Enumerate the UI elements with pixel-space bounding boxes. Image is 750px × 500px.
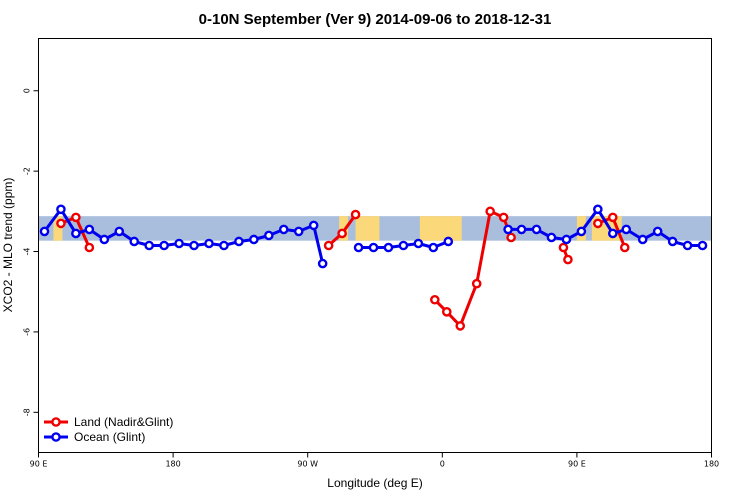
series-1-point-0-3 xyxy=(84,224,95,235)
series-0-point-2-5 xyxy=(498,212,509,223)
y-tick-label-3: -6 xyxy=(23,328,32,336)
series-1-point-2-13 xyxy=(697,240,708,251)
x-tick-label-4: 90 E xyxy=(568,460,586,469)
y-axis-label: XCO2 - MLO trend (ppm) xyxy=(1,178,15,313)
x-tick-label-3: 0 xyxy=(440,460,445,469)
series-1-point-0-15 xyxy=(264,230,274,241)
series-1-point-1-3 xyxy=(398,240,409,251)
series-1-point-2-6 xyxy=(593,204,603,215)
x-tick-label-1: 180 xyxy=(165,460,180,469)
series-1-point-2-10 xyxy=(652,226,663,237)
series-1-point-0-4 xyxy=(99,234,110,245)
series-1-point-0-19 xyxy=(317,258,328,269)
series-0-point-4-0 xyxy=(593,218,603,229)
series-1-point-2-0 xyxy=(503,224,513,235)
series-1-point-0-7 xyxy=(144,240,154,251)
series-layer xyxy=(39,204,708,331)
series-0-point-0-2 xyxy=(84,242,95,253)
land-strip-2 xyxy=(355,216,380,241)
chart-title: 0-10N September (Ver 9) 2014-09-06 to 20… xyxy=(199,11,552,28)
y-tick-label-1: -2 xyxy=(23,167,32,175)
y-tick-label-4: -8 xyxy=(23,408,32,416)
series-1-point-2-9 xyxy=(637,234,648,245)
series-0-point-4-2 xyxy=(619,242,630,253)
series-1 xyxy=(39,204,708,269)
series-0 xyxy=(56,206,630,331)
axes: 90 E 180 90 W 0 90 E 180 0 -2 -4 -6 -8 xyxy=(23,88,720,468)
series-0-point-2-3 xyxy=(471,278,482,289)
x-tick-label-0: 90 E xyxy=(30,460,48,469)
plot-frame xyxy=(38,38,712,453)
series-0-point-1-0 xyxy=(323,240,334,251)
series-1-point-0-8 xyxy=(159,240,169,251)
x-tick-label-2: 90 W xyxy=(297,460,318,469)
series-1-point-1-5 xyxy=(428,242,439,253)
land-strip-3 xyxy=(419,216,462,241)
series-1-point-0-11 xyxy=(204,238,214,249)
series-0-point-4-1 xyxy=(607,212,618,223)
series-0-point-2-4 xyxy=(485,206,495,217)
series-1-point-1-4 xyxy=(413,238,424,249)
series-1-point-0-2 xyxy=(71,228,81,239)
series-1-point-2-3 xyxy=(546,232,557,243)
land-strip-0 xyxy=(53,216,63,241)
y-tick-label-0: 0 xyxy=(23,88,32,93)
series-0-point-0-0 xyxy=(56,218,66,229)
series-1-point-0-0 xyxy=(39,226,50,237)
series-1-point-2-4 xyxy=(561,234,572,245)
series-0-point-2-6 xyxy=(506,232,516,243)
series-1-point-2-7 xyxy=(607,228,618,239)
series-0-point-1-1 xyxy=(337,228,347,239)
series-1-point-0-6 xyxy=(129,236,140,247)
land-strip-1 xyxy=(339,216,349,241)
series-1-point-0-1 xyxy=(56,204,66,215)
series-1-point-0-17 xyxy=(293,226,304,237)
x-tick-label-5: 180 xyxy=(704,460,719,469)
legend-marker-1 xyxy=(51,432,61,442)
series-1-point-0-9 xyxy=(174,238,184,249)
series-1-point-1-2 xyxy=(383,242,394,253)
series-1-point-2-2 xyxy=(531,224,542,235)
legend-label-0: Land (Nadir&Glint) xyxy=(74,415,173,429)
legend-label-1: Ocean (Glint) xyxy=(74,430,145,444)
series-1-point-2-1 xyxy=(516,224,527,235)
series-1-point-0-14 xyxy=(249,234,259,245)
y-tick-label-2: -4 xyxy=(23,248,32,256)
series-1-point-0-5 xyxy=(114,226,125,237)
series-1-point-0-10 xyxy=(189,240,199,251)
legend-marker-0 xyxy=(51,417,61,427)
series-0-point-2-2 xyxy=(455,321,466,331)
series-1-point-1-1 xyxy=(368,242,379,253)
series-1-point-2-11 xyxy=(667,236,678,247)
series-0-point-3-0 xyxy=(558,242,569,253)
series-1-point-1-6 xyxy=(443,236,454,247)
series-0-point-0-1 xyxy=(71,212,81,223)
x-axis-label: Longitude (deg E) xyxy=(327,476,422,490)
series-0-point-2-1 xyxy=(441,307,452,317)
series-0-point-3-1 xyxy=(563,254,573,265)
series-1-point-0-18 xyxy=(308,220,319,231)
series-1-point-0-12 xyxy=(219,240,229,251)
series-0-point-1-2 xyxy=(350,209,361,220)
series-1-point-2-5 xyxy=(576,226,587,237)
series-0-point-2-0 xyxy=(430,294,440,305)
legend: Land (Nadir&Glint)Ocean (Glint) xyxy=(44,415,173,444)
series-1-point-2-12 xyxy=(682,240,693,251)
series-1-point-2-8 xyxy=(621,224,632,235)
series-1-point-0-13 xyxy=(234,236,244,247)
series-1-point-0-16 xyxy=(278,224,289,235)
series-1-point-1-0 xyxy=(353,242,364,253)
